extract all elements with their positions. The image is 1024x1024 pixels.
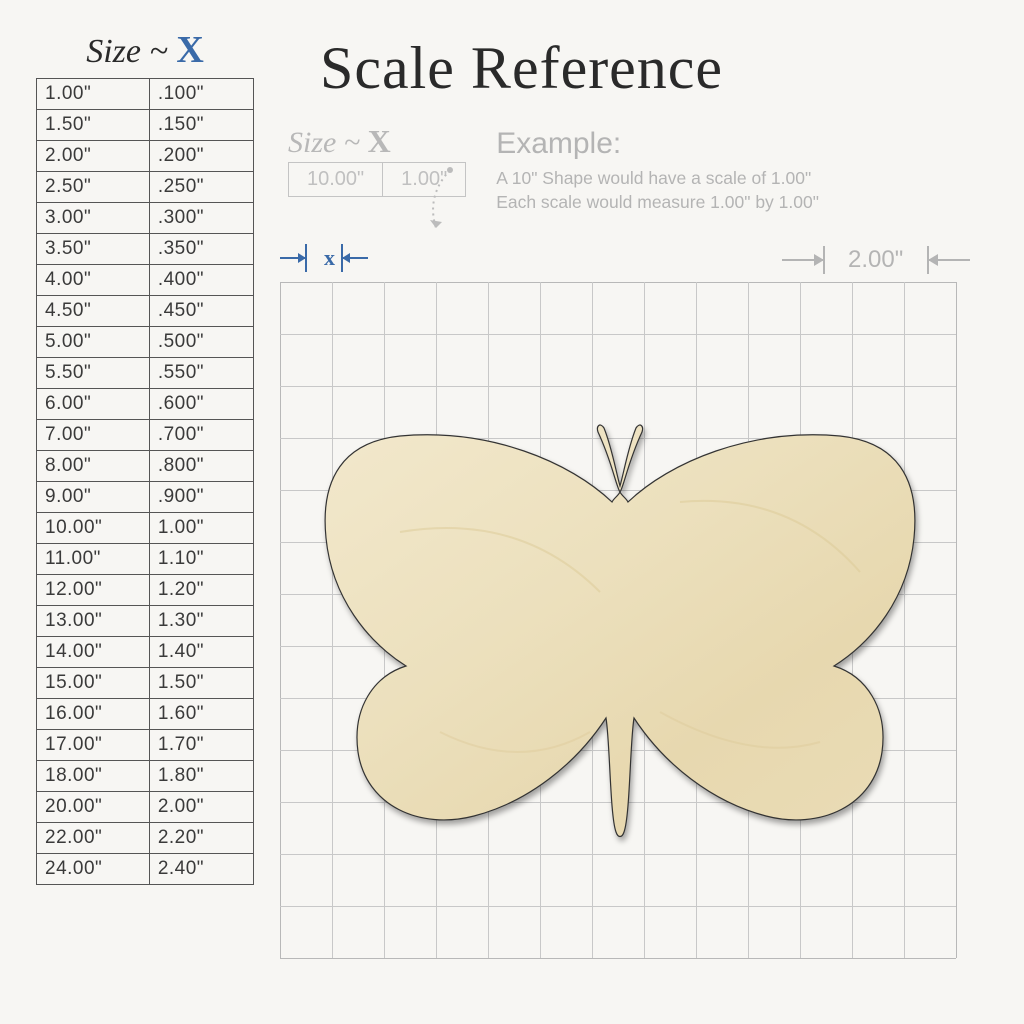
scale-width-label: 2.00" — [848, 246, 903, 273]
table-row: 17.00"1.70" — [37, 730, 254, 761]
table-row: 1.50".150" — [37, 110, 254, 141]
example-heading: Example: — [496, 127, 819, 161]
example-line1: A 10" Shape would have a scale of 1.00" — [496, 167, 819, 191]
sub-size-title: Size ~ X — [288, 123, 466, 160]
table-row: 5.00".500" — [37, 327, 254, 358]
table-row: 4.50".450" — [37, 296, 254, 327]
table-row: 20.00"2.00" — [37, 792, 254, 823]
size-table: 1.00".100"1.50".150"2.00".200"2.50".250"… — [36, 78, 254, 885]
table-row: 13.00"1.30" — [37, 606, 254, 637]
example-line2: Each scale would measure 1.00" by 1.00" — [496, 191, 819, 215]
table-row: 5.50".550" — [37, 358, 254, 389]
table-row: 10.00"1.00" — [37, 513, 254, 544]
table-row: 2.50".250" — [37, 172, 254, 203]
table-row: 14.00"1.40" — [37, 637, 254, 668]
size-table-title: Size ~ X — [36, 28, 254, 72]
table-row: 7.00".700" — [37, 420, 254, 451]
main-title: Scale Reference — [320, 34, 996, 103]
table-row: 22.00"2.20" — [37, 823, 254, 854]
butterfly-shape — [320, 412, 920, 842]
table-row: 12.00"1.20" — [37, 575, 254, 606]
scale-width-indicator: 2.00" — [776, 238, 976, 282]
table-row: 15.00"1.50" — [37, 668, 254, 699]
table-row: 3.50".350" — [37, 234, 254, 265]
table-row: 2.00".200" — [37, 141, 254, 172]
reference-grid — [280, 282, 996, 958]
table-row: 16.00"1.60" — [37, 699, 254, 730]
example-block: Example: A 10" Shape would have a scale … — [496, 127, 819, 214]
table-row: 6.00".600" — [37, 389, 254, 420]
table-row: 9.00".900" — [37, 482, 254, 513]
table-row: 24.00"2.40" — [37, 854, 254, 885]
table-row: 18.00"1.80" — [37, 761, 254, 792]
size-table-panel: Size ~ X 1.00".100"1.50".150"2.00".200"2… — [36, 28, 254, 958]
x-indicator-label: x — [324, 245, 335, 270]
table-row: 1.00".100" — [37, 79, 254, 110]
table-row: 8.00".800" — [37, 451, 254, 482]
table-row: 3.00".300" — [37, 203, 254, 234]
sub-size-cell-size: 10.00" — [289, 163, 383, 197]
table-row: 4.00".400" — [37, 265, 254, 296]
size-table-title-prefix: Size ~ — [86, 33, 176, 70]
table-row: 11.00"1.10" — [37, 544, 254, 575]
dotted-arrow-icon — [430, 166, 510, 246]
size-table-title-x: X — [176, 29, 203, 71]
